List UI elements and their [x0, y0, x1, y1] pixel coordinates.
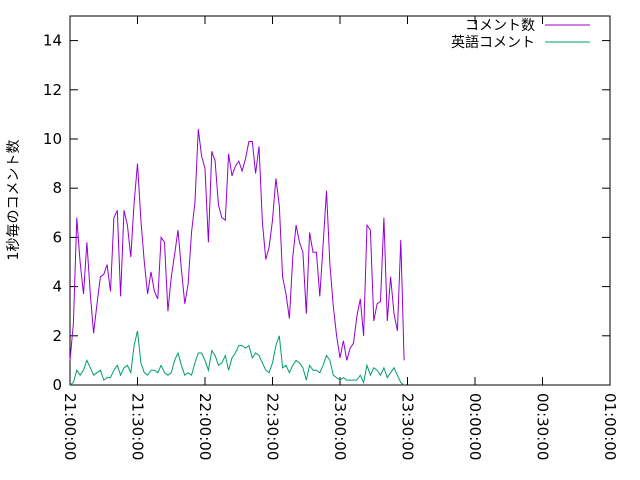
x-tick-label: 22:00:00	[196, 393, 214, 460]
series-line-1	[69, 129, 405, 361]
y-tick-label: 8	[52, 179, 62, 197]
x-tick-label: 23:00:00	[331, 393, 349, 460]
y-tick-label: 12	[43, 81, 62, 99]
y-tick-label: 10	[43, 130, 62, 148]
y-tick-label: 14	[43, 32, 62, 50]
x-tick-label: 22:30:00	[264, 393, 282, 460]
plot-area-border	[69, 15, 611, 386]
series-line-2	[69, 330, 405, 386]
x-tick-label: 01:00:00	[601, 393, 619, 460]
y-axis: 0 2 4 6 8 10 12 14	[43, 32, 610, 394]
series-layer	[69, 129, 405, 386]
legend-label-2: 英語コメント	[451, 34, 535, 51]
x-tick-label: 21:30:00	[129, 393, 147, 460]
legend-label-1: コメント数	[465, 18, 535, 34]
y-tick-label: 2	[52, 327, 62, 345]
x-tick-label: 21:00:00	[61, 393, 79, 460]
x-tick-label: 00:30:00	[534, 393, 552, 460]
y-axis-title: 1秒毎のコメント数	[6, 140, 22, 261]
x-tick-label: 23:30:00	[399, 393, 417, 460]
y-tick-label: 4	[52, 278, 62, 296]
x-tick-label: 00:00:00	[466, 393, 484, 460]
y-tick-label: 0	[52, 376, 62, 394]
x-axis: 21:00:00 21:30:00 22:00:00 22:30:00 23:00:00…	[61, 16, 619, 460]
y-tick-label: 6	[52, 228, 62, 246]
